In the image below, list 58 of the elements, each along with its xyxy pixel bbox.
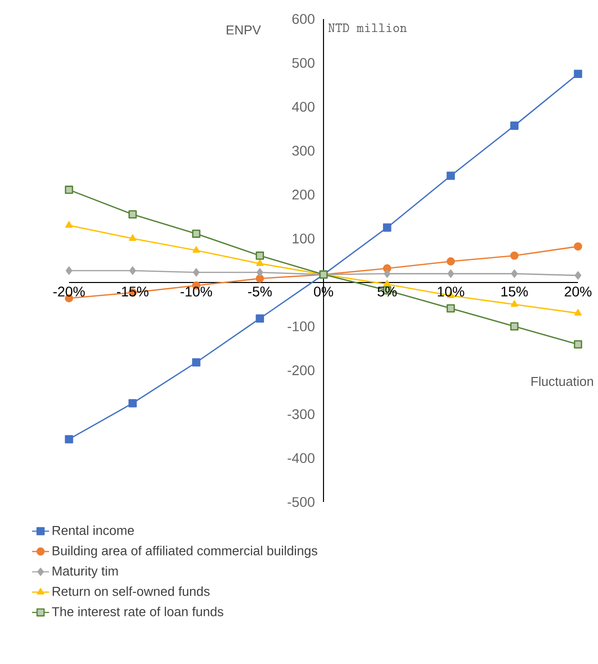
point [64,186,74,194]
point [382,223,392,232]
x-tick-label: 15% [501,286,528,296]
point [66,266,72,275]
point [256,259,264,266]
point [511,270,518,278]
annotation: NTD million [328,24,407,32]
x-tick-label: -20% [53,286,85,297]
point [510,252,519,260]
point [128,210,137,219]
y-tick-label: -300 [288,409,314,420]
point [574,271,582,280]
point [64,435,74,444]
point [510,322,519,330]
point [192,268,200,276]
legend-label: Return on self-owned funds [52,586,210,596]
point [510,122,519,130]
y-tick-label: -400 [288,453,314,464]
legend-label: Building area of affiliated commercial buildings [52,546,318,558]
point [574,340,582,348]
point [128,234,136,241]
point [256,268,264,276]
y-tick-label: 200 [292,190,314,200]
x-tick-label: -5% [248,286,272,296]
point [384,270,390,278]
y-tick-label: 100 [292,234,314,244]
point [446,257,455,266]
point [510,300,518,307]
point [129,266,136,275]
y-tick-label: -100 [288,321,314,332]
point [256,274,264,283]
legend-label: Maturity tim [52,566,118,578]
legend-label: Rental income [52,525,134,536]
y-tick-label: 600 [292,14,314,24]
point [446,304,455,312]
x-tick-label: 10% [438,286,464,297]
point [192,230,200,238]
y-axis-title: ENPV [226,26,261,34]
y-tick-label: 500 [292,58,314,68]
legend-label: The interest rate of loan funds [52,606,224,616]
point [574,309,582,316]
point [256,314,264,323]
point [128,399,137,408]
y-tick-label: -500 [288,497,314,507]
point [192,358,200,367]
point [447,270,454,278]
point [446,172,455,180]
x-tick-label: -10% [180,286,212,297]
point [574,70,582,78]
point [192,246,200,253]
y-tick-label: 400 [292,102,314,112]
x-axis-title: Fluctuation [532,376,593,386]
point [574,242,582,251]
y-tick-label: 300 [292,146,314,156]
point [65,221,73,228]
point [256,252,264,260]
x-tick-label: 20% [564,286,592,297]
y-tick-label: -200 [288,365,314,376]
